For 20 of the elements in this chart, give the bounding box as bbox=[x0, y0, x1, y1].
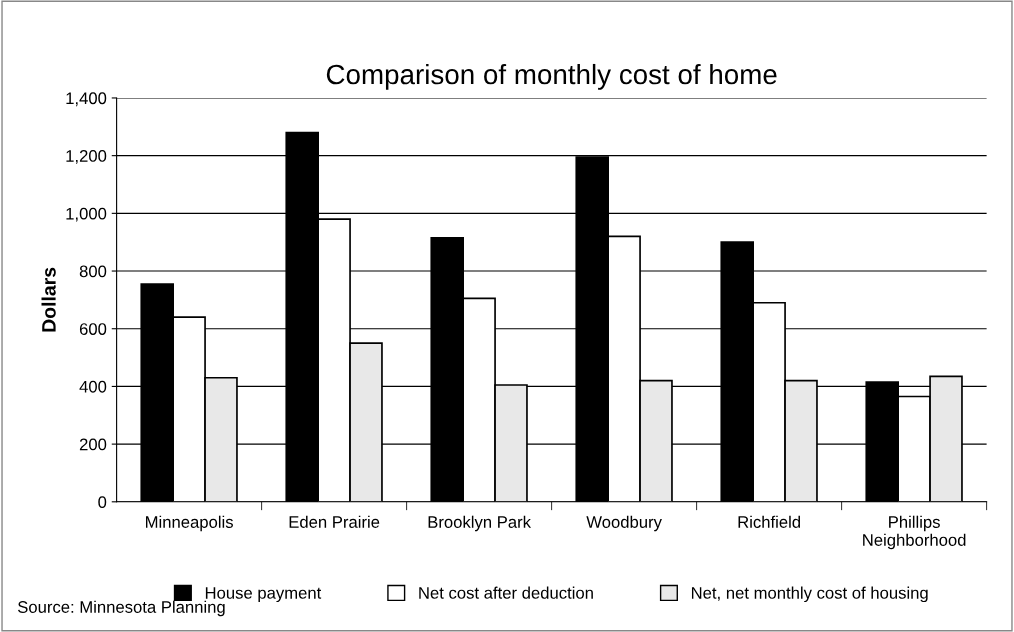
y-tick-label: 600 bbox=[79, 323, 107, 335]
x-tick-label: Minneapolis bbox=[146, 515, 233, 532]
y-tick-label: 1,000 bbox=[66, 207, 107, 222]
source-note: Source: Minnesota Planning bbox=[18, 600, 225, 617]
y-axis-title: Dollars bbox=[41, 267, 56, 332]
legend-label: House payment bbox=[205, 587, 322, 603]
y-tick-label: 1,400 bbox=[66, 92, 107, 107]
y-tick-label: 1,200 bbox=[66, 150, 107, 164]
chart-title: Comparison of monthly cost of home bbox=[326, 63, 777, 90]
legend-label: Net cost after deduction bbox=[419, 586, 593, 599]
x-tick-label: Phillips Neighborhood bbox=[863, 515, 966, 550]
x-tick-label: Woodbury bbox=[586, 515, 662, 532]
y-tick-label: 400 bbox=[79, 380, 107, 393]
y-tick-label: 0 bbox=[98, 496, 107, 509]
y-tick-label: 800 bbox=[79, 265, 107, 278]
x-tick-label: Richfield bbox=[738, 515, 800, 528]
x-tick-label: Brooklyn Park bbox=[428, 515, 532, 532]
x-tick-label: Eden Prairie bbox=[289, 515, 380, 528]
legend-label: Net, net monthly cost of housing bbox=[691, 586, 928, 603]
y-tick-label: 200 bbox=[79, 438, 107, 451]
